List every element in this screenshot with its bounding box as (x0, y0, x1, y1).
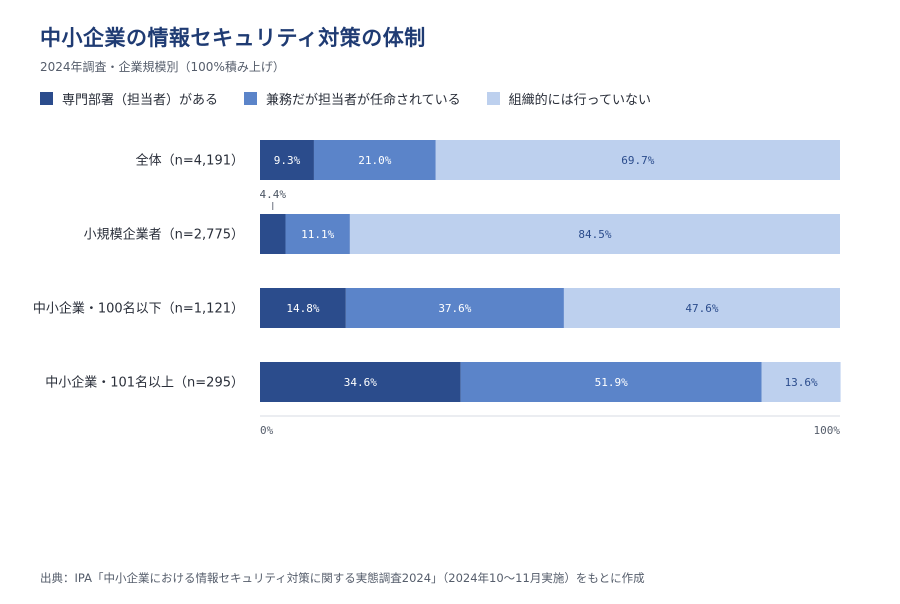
category-label: 小規模企業者（n=2,775） (84, 227, 244, 243)
bar-segment-dedicated (260, 362, 461, 402)
data-label: 9.3% (274, 154, 301, 167)
chart-title: 中小企業の情報セキュリティ対策の体制 (40, 26, 426, 50)
data-label: 84.5% (578, 228, 611, 241)
legend-swatch-none (486, 92, 500, 105)
data-label: 34.6% (344, 376, 377, 389)
data-label: 13.6% (785, 376, 818, 389)
source-note: 出典：IPA「中小企業における情報セキュリティ対策に関する実態調査2024」（2… (40, 571, 645, 585)
bar-segment-none (563, 288, 840, 328)
bar-segment-dedicated (260, 140, 314, 180)
x-tick-label: 0% (260, 424, 274, 437)
bar-segment-concurrent (345, 288, 564, 328)
data-label: 4.4% (260, 188, 287, 201)
legend-label-none: 組織的には行っていない (508, 93, 651, 108)
legend-item-none: 組織的には行っていない (486, 89, 651, 108)
data-label: 69.7% (621, 154, 654, 167)
data-label: 21.0% (358, 154, 391, 167)
bar-segment-concurrent (460, 362, 762, 402)
chart-subtitle: 2024年調査・企業規模別（100%積み上げ） (40, 60, 285, 74)
bar-segment-dedicated (260, 214, 286, 254)
legend-item-concurrent: 兼務だが担当者が任命されている (244, 89, 461, 108)
bar-segment-none (435, 140, 840, 180)
category-label: 中小企業・100名以下（n=1,121） (33, 301, 244, 317)
data-label: 37.6% (438, 302, 471, 315)
legend: 専門部署（担当者）がある 兼務だが担当者が任命されている 組織的には行っていない (40, 89, 651, 108)
data-label: 11.1% (301, 228, 334, 241)
bar-segment-none (349, 214, 840, 254)
legend-label-concurrent: 兼務だが担当者が任命されている (266, 93, 461, 108)
data-label: 14.8% (286, 302, 319, 315)
bar-segment-dedicated (260, 288, 346, 328)
bar-segment-concurrent (285, 214, 350, 254)
data-label: 51.9% (595, 376, 628, 389)
legend-item-dedicated: 専門部署（担当者）がある (40, 89, 218, 108)
bar-segment-concurrent (313, 140, 436, 180)
legend-swatch-concurrent (244, 92, 258, 105)
x-tick-label: 100% (814, 424, 841, 437)
bar-segment-none (761, 362, 841, 402)
legend-label-dedicated: 専門部署（担当者）がある (62, 93, 219, 108)
category-label: 全体（n=4,191） (136, 153, 244, 169)
category-label: 中小企業・101名以上（n=295） (45, 375, 244, 391)
data-label: 47.6% (685, 302, 718, 315)
legend-swatch-dedicated (40, 92, 53, 105)
